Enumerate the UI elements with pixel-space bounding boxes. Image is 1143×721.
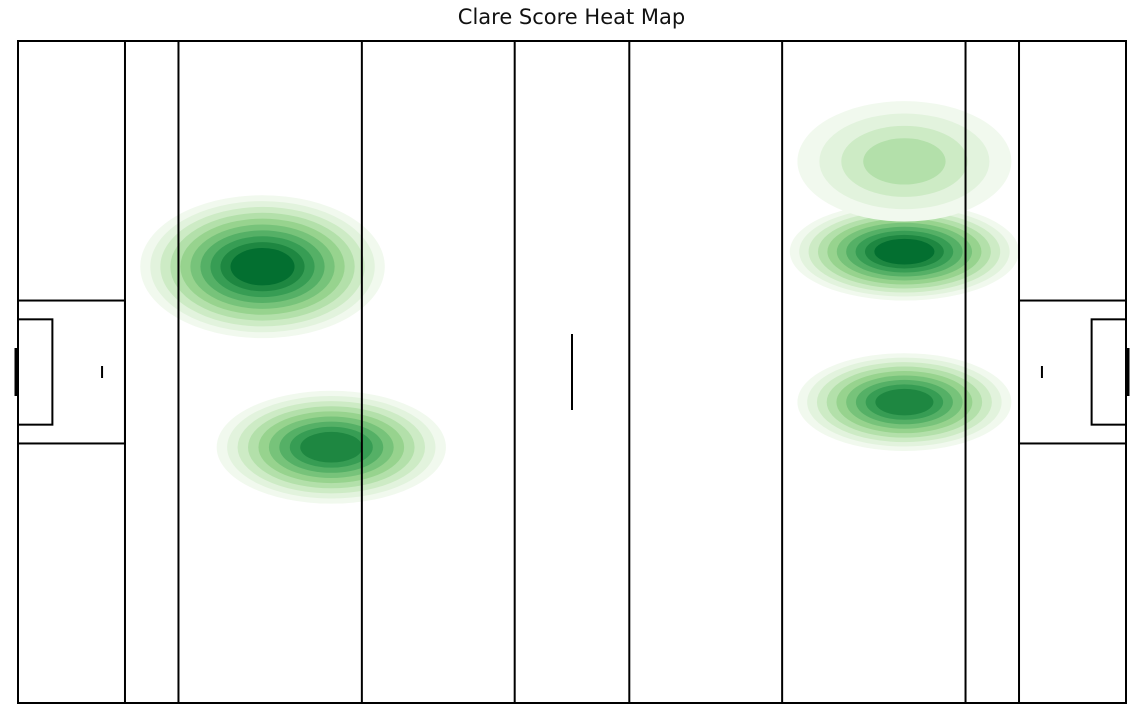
density-peak	[216, 390, 446, 504]
density-peak	[797, 101, 1012, 222]
small-rectangle	[1090, 318, 1127, 426]
density-contour	[875, 388, 934, 416]
density-peak	[140, 195, 385, 339]
large-rectangle	[17, 299, 126, 445]
pitch-lines	[14, 40, 1130, 704]
density-peak	[797, 353, 1012, 451]
density-contour	[874, 238, 935, 265]
chart-title: Clare Score Heat Map	[457, 5, 686, 29]
density-contour	[863, 138, 946, 185]
large-rectangle	[1018, 299, 1127, 445]
heat-layer	[140, 101, 1020, 504]
density-contour	[300, 431, 363, 463]
density-peak	[789, 202, 1020, 301]
density-contour	[230, 247, 295, 286]
small-rectangle	[17, 318, 54, 426]
